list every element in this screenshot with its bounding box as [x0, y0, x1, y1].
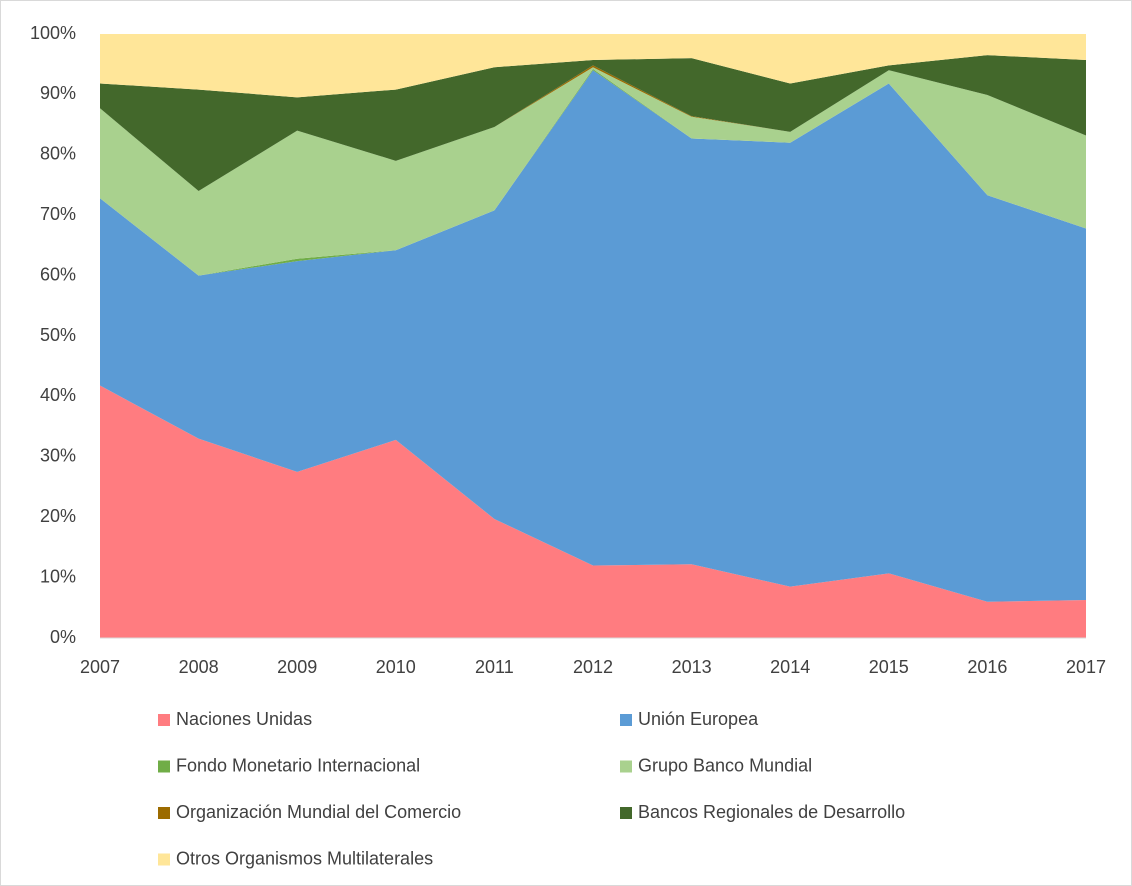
legend-swatch [158, 760, 170, 773]
legend-swatch [620, 760, 632, 773]
area [100, 70, 1086, 602]
y-tick-label: 70% [40, 204, 76, 224]
x-tick-label: 2015 [869, 657, 909, 677]
y-tick-label: 60% [40, 264, 76, 284]
y-tick-label: 30% [40, 446, 76, 466]
y-tick-label: 100% [30, 23, 76, 43]
y-tick-label: 90% [40, 83, 76, 103]
legend-swatch [158, 807, 170, 819]
legend-label: Fondo Monetario Internacional [176, 755, 420, 775]
legend-label: Organización Mundial del Comercio [176, 802, 461, 822]
x-tick-label: 2011 [475, 657, 514, 677]
y-tick-label: 80% [40, 144, 76, 164]
x-tick-label: 2013 [672, 657, 712, 677]
legend-swatch [620, 714, 632, 726]
y-tick-label: 40% [40, 385, 76, 405]
legend-label: Unión Europea [638, 709, 759, 729]
legend-label: Grupo Banco Mundial [638, 755, 812, 775]
legend-label: Naciones Unidas [176, 709, 312, 729]
x-tick-label: 2017 [1066, 657, 1106, 677]
area [100, 67, 1086, 276]
area [100, 385, 1086, 638]
x-tick-label: 2008 [179, 657, 219, 677]
y-tick-label: 10% [40, 566, 76, 586]
y-tick-label: 20% [40, 506, 76, 526]
x-tick-label: 2014 [770, 657, 810, 677]
legend-swatch [620, 807, 632, 819]
x-tick-label: 2009 [277, 657, 317, 677]
legend-swatch [158, 714, 170, 726]
legend-swatch [158, 853, 170, 866]
y-tick-label: 0% [50, 627, 76, 647]
legend-label: Bancos Regionales de Desarrollo [638, 802, 905, 822]
x-tick-label: 2010 [376, 657, 416, 677]
y-tick-label: 50% [40, 325, 76, 345]
x-tick-label: 2007 [80, 657, 120, 677]
x-tick-label: 2016 [967, 657, 1007, 677]
area [100, 55, 1086, 192]
legend-label: Otros Organismos Multilaterales [176, 848, 433, 868]
area [100, 34, 1086, 98]
x-tick-label: 2012 [573, 657, 613, 677]
